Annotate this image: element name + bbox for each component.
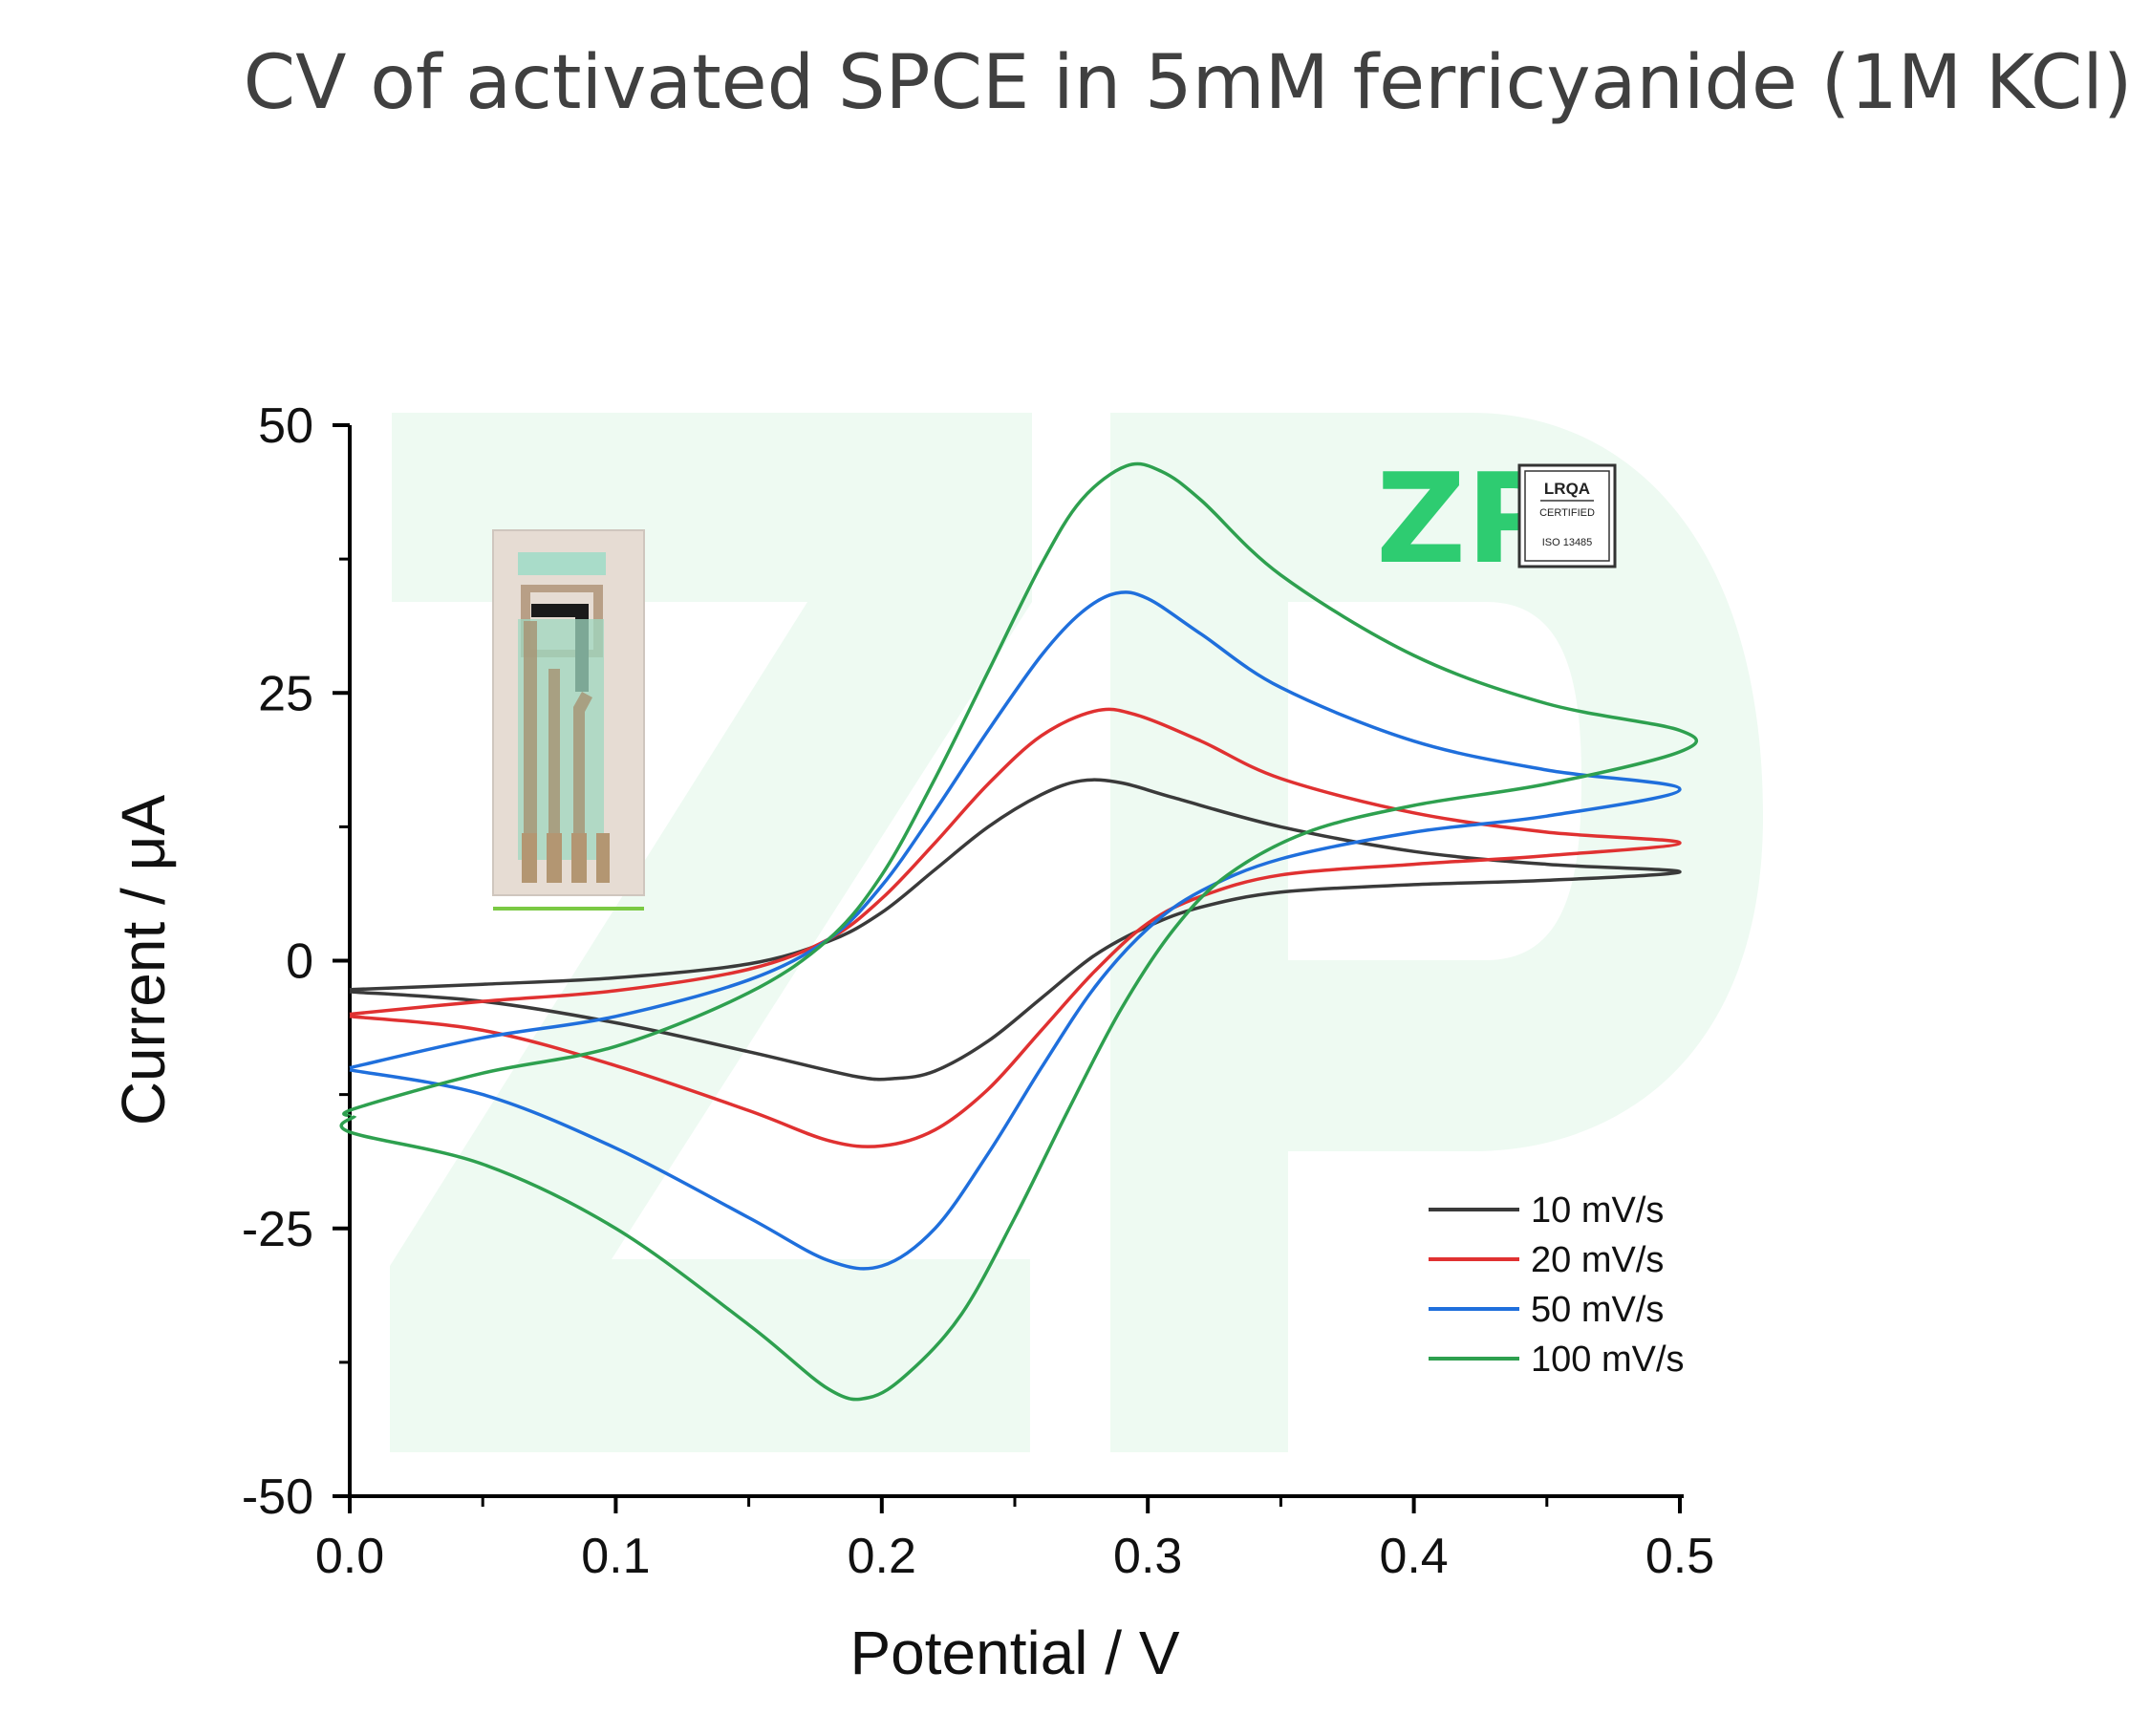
x-tick-label: 0.2 <box>848 1529 916 1584</box>
y-tick-label: 0 <box>286 934 313 990</box>
lrqa-badge-title: LRQA <box>1544 480 1590 498</box>
x-tick-label: 0.5 <box>1645 1529 1714 1584</box>
x-ticks: 0.0 0.1 0.2 0.3 0.4 0.5 <box>315 1496 1714 1584</box>
y-tick-label: -25 <box>242 1202 313 1257</box>
x-tick-label: 0.3 <box>1113 1529 1182 1584</box>
legend-label: 50 mV/s <box>1531 1290 1664 1330</box>
x-tick-label: 0.0 <box>315 1529 384 1584</box>
legend-label: 10 mV/s <box>1531 1190 1664 1231</box>
series-line-50-mv-s <box>349 590 1682 1271</box>
electrode-insulation-top <box>518 552 606 575</box>
legend-label: 100 mV/s <box>1531 1340 1685 1380</box>
brand-logo: ZP LRQA CERTIFIED ISO 13485 <box>1376 446 1617 591</box>
y-tick-label: -50 <box>242 1469 313 1525</box>
series-line-20-mv-s <box>349 707 1682 1148</box>
lrqa-badge-iso: ISO 13485 <box>1542 537 1593 548</box>
y-tick-label: 25 <box>258 666 313 721</box>
x-axis-title: Potential / V <box>849 1618 1179 1687</box>
electrode-contact-3 <box>571 833 587 883</box>
x-tick-label: 0.1 <box>581 1529 650 1584</box>
electrode-photo <box>492 529 645 911</box>
series-line-10-mv-s <box>349 778 1682 1082</box>
x-tick-label: 0.4 <box>1379 1529 1448 1584</box>
electrode-contact-2 <box>547 833 562 883</box>
lrqa-badge-certified: CERTIFIED <box>1539 507 1595 519</box>
electrode-contact-1 <box>522 833 537 883</box>
electrode-green-line <box>493 907 644 911</box>
y-axis-title: Current / μA <box>109 795 178 1126</box>
electrode-working-top <box>531 604 589 617</box>
watermark-letter-p <box>1110 413 1763 1452</box>
series-line-100-mv-s <box>339 461 1699 1402</box>
y-ticks: 50 25 0 -25 -50 <box>242 398 350 1525</box>
axes: 0.0 0.1 0.2 0.3 0.4 0.5 50 25 0 -25 -50 <box>242 398 1714 1584</box>
legend: 10 mV/s 20 mV/s 50 mV/s 100 mV/s <box>1429 1190 1685 1380</box>
lrqa-badge <box>1517 463 1617 568</box>
electrode-contact-4 <box>596 833 610 883</box>
y-tick-label: 50 <box>258 398 313 454</box>
chart-title: CV of activated SPCE in 5mM ferricyanide… <box>244 40 2133 126</box>
series-layer <box>339 461 1699 1402</box>
legend-label: 20 mV/s <box>1531 1240 1664 1280</box>
